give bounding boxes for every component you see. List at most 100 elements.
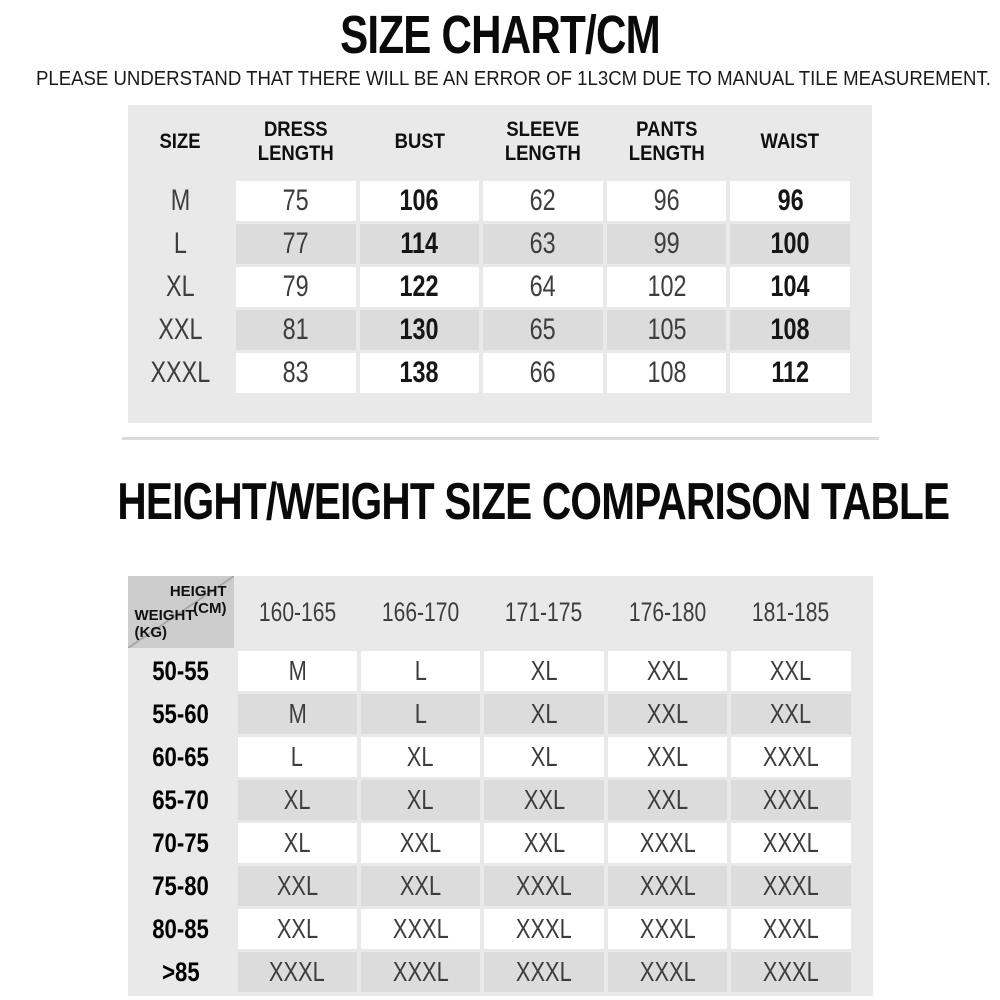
recommended-size-text: XXL — [399, 827, 442, 858]
weight-range-label: 65-70 — [128, 780, 234, 820]
height-range-header-cell: 160-165 — [238, 576, 357, 648]
recommended-size-cell: M — [237, 651, 357, 691]
recommended-size-text: XXXL — [639, 913, 696, 944]
recommended-size-text: XXXL — [762, 956, 819, 987]
col-header-text: SIZE — [159, 129, 201, 153]
recommended-size-text: XL — [283, 827, 311, 858]
size-chart-table: SIZE DRESS LENGTH BUST SLEEVE LENGTH PANTS L… — [128, 105, 872, 423]
weight-label-line1: WEIGHT — [134, 606, 195, 624]
size-chart-value: 62 — [529, 184, 557, 217]
recommended-size-cell: XXL — [607, 737, 728, 777]
recommended-size-cell: XXL — [237, 866, 357, 906]
recommended-size-cell: L — [360, 694, 481, 734]
recommended-size-cell: XXL — [237, 909, 357, 949]
size-chart-value: 75 — [282, 184, 309, 217]
recommended-size-text: XXXL — [392, 913, 449, 944]
recommended-size-text: XXXL — [392, 956, 449, 987]
size-chart-value: 114 — [400, 227, 439, 260]
size-chart-row-label: XXXL — [128, 353, 232, 393]
size-chart-cell: 96 — [606, 181, 727, 221]
col-header-text: BUST — [394, 129, 445, 153]
recommended-size-cell: XXXL — [607, 866, 728, 906]
col-header-text: WAIST — [760, 129, 820, 153]
recommended-size-text: XL — [407, 784, 434, 815]
recommended-size-text: XXL — [646, 784, 689, 815]
size-chart-value: 108 — [647, 356, 687, 389]
recommended-size-cell: XL — [237, 823, 357, 863]
size-chart-value: 77 — [282, 227, 309, 260]
recommended-size-cell: XXL — [484, 780, 604, 820]
recommended-size-cell: XXXL — [484, 866, 604, 906]
recommended-size-cell: XL — [484, 737, 604, 777]
weight-range-text: 80-85 — [152, 913, 209, 944]
recommended-size-text: XXXL — [762, 827, 819, 858]
size-chart-value: 108 — [770, 313, 810, 346]
recommended-size-cell: XXL — [607, 694, 728, 734]
recommended-size-text: L — [414, 655, 427, 686]
size-chart-value: 96 — [777, 184, 804, 217]
page-subtitle: PLEASE UNDERSTAND THAT THERE WILL BE AN … — [0, 68, 1000, 91]
weight-range-label: >85 — [128, 952, 234, 992]
recommended-size-cell: XL — [360, 780, 481, 820]
recommended-size-text: XXXL — [639, 956, 696, 987]
recommended-size-text: XL — [530, 741, 558, 772]
recommended-size-text: XXL — [523, 827, 565, 858]
recommended-size-cell: XL — [484, 651, 604, 691]
height-range-text: 171-175 — [505, 596, 583, 627]
size-row-label-text: XXL — [157, 313, 203, 346]
weight-range-label: 50-55 — [128, 651, 234, 691]
size-chart-row-label: XL — [128, 267, 232, 307]
recommended-size-cell: XXXL — [731, 866, 851, 906]
measure-col-header-cell: BUST — [360, 105, 480, 178]
size-chart-cell: 102 — [606, 267, 727, 307]
size-chart-cell: 122 — [359, 267, 480, 307]
weight-range-label: 70-75 — [128, 823, 234, 863]
size-chart-cell: 77 — [236, 224, 356, 264]
size-chart-cell: 62 — [483, 181, 603, 221]
size-chart-value: 104 — [770, 270, 810, 303]
size-chart-value: 112 — [771, 356, 810, 389]
recommended-size-text: XXL — [276, 870, 318, 901]
measure-col-header-cell: SLEEVE LENGTH — [483, 105, 603, 178]
size-chart-value: 64 — [529, 270, 557, 303]
recommended-size-text: XXL — [646, 655, 689, 686]
weight-range-text: 75-80 — [152, 870, 209, 901]
recommended-size-cell: XXXL — [237, 952, 357, 992]
height-range-text: 160-165 — [258, 596, 336, 627]
size-chart-cell: 66 — [483, 353, 603, 393]
size-chart-value: 122 — [399, 270, 439, 303]
size-chart-row-label: M — [128, 181, 232, 221]
recommended-size-cell: XXXL — [731, 823, 851, 863]
size-chart-cell: 114 — [359, 224, 480, 264]
recommended-size-text: XXL — [646, 698, 689, 729]
recommended-size-cell: XXXL — [607, 952, 728, 992]
recommended-size-text: XXXL — [516, 870, 572, 901]
recommended-size-cell: XXXL — [731, 737, 851, 777]
size-chart-row-label: XXL — [128, 310, 232, 350]
height-range-text: 166-170 — [381, 596, 460, 627]
recommended-size-text: XXXL — [516, 956, 572, 987]
height-label-line2: (CM) — [193, 600, 227, 618]
size-chart-cell: 63 — [483, 224, 603, 264]
recommended-size-text: XL — [530, 655, 558, 686]
page-title: SIZE CHART/CM — [0, 8, 1000, 62]
recommended-size-cell: XXL — [607, 651, 728, 691]
height-range-header-cell: 181-185 — [731, 576, 850, 648]
recommended-size-cell: XXL — [360, 866, 481, 906]
size-chart-cell: 112 — [730, 353, 850, 393]
recommended-size-cell: XXL — [607, 780, 728, 820]
section2-title-text: HEIGHT/WEIGHT SIZE COMPARISON TABLE — [117, 473, 950, 531]
weight-range-label: 55-60 — [128, 694, 234, 734]
recommended-size-text: L — [414, 698, 427, 729]
col-header-text: SLEEVE LENGTH — [505, 118, 581, 165]
weight-range-text: >85 — [161, 956, 200, 987]
size-chart-cell: 130 — [359, 310, 480, 350]
weight-label-line2: (KG) — [134, 623, 168, 641]
recommended-size-text: L — [291, 741, 304, 772]
height-cm-label: HEIGHT (CM) — [170, 583, 227, 618]
weight-range-text: 70-75 — [152, 827, 209, 858]
recommended-size-text: XXL — [770, 698, 812, 729]
size-chart-cell: 83 — [236, 353, 356, 393]
size-chart-cell: 65 — [483, 310, 603, 350]
